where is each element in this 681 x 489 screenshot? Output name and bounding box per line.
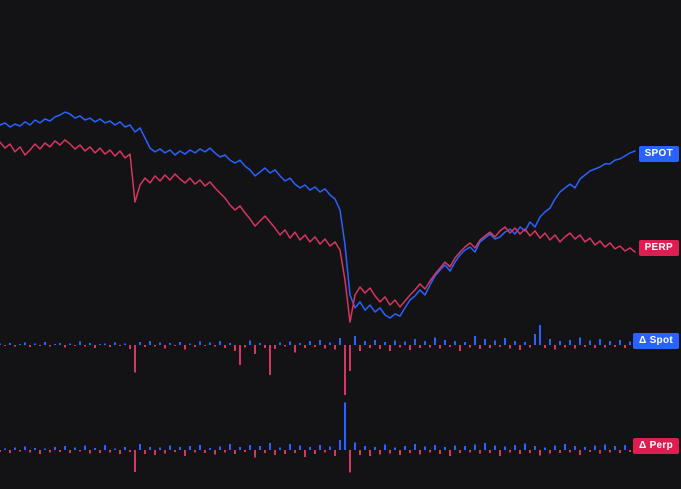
series-perp-line — [0, 139, 636, 323]
price-lines — [0, 111, 636, 323]
delta-spot-histogram — [0, 325, 636, 395]
delta-perp-histogram — [0, 402, 636, 473]
delta-perp-label: Δ Perp — [633, 438, 679, 454]
spot-price-label: SPOT — [638, 146, 679, 162]
delta-spot-label: Δ Spot — [633, 333, 679, 349]
perp-price-label: PERP — [638, 240, 679, 256]
series-spot-line — [0, 111, 636, 319]
